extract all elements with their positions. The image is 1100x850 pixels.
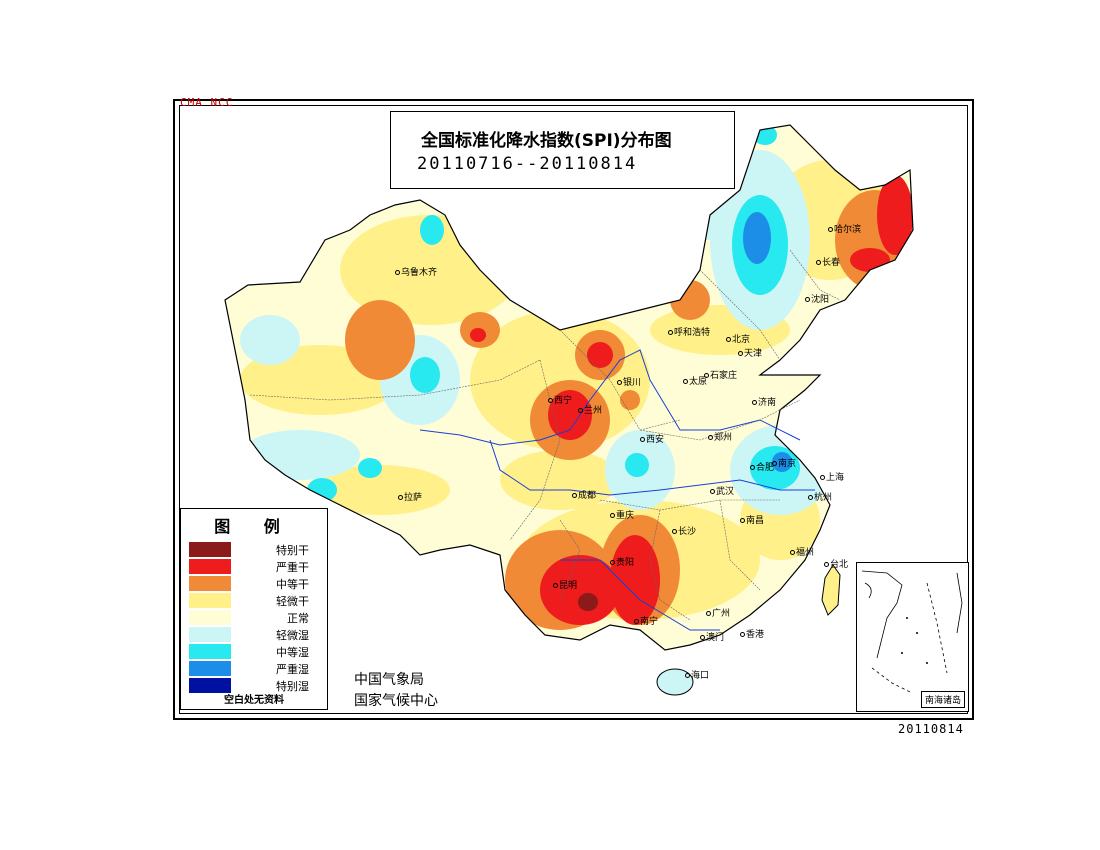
city-label: 天津 [738, 346, 762, 359]
city-label: 北京 [726, 332, 750, 345]
city-label: 呼和浩特 [668, 325, 710, 338]
city-label: 南京 [772, 456, 796, 469]
city-label: 济南 [752, 395, 776, 408]
province-borders [249, 249, 841, 621]
taiwan-island [821, 564, 841, 616]
city-label: 广州 [706, 606, 730, 619]
city-label: 武汉 [710, 484, 734, 497]
map-title: 全国标准化降水指数(SPI)分布图 [421, 131, 672, 151]
legend-swatch [189, 627, 231, 642]
inset-label: 南海诸岛 [920, 691, 965, 708]
legend-note: 空白处无资料 [224, 695, 284, 706]
city-label: 石家庄 [704, 368, 737, 381]
city-label: 西宁 [548, 393, 572, 406]
south-china-sea-inset: 南海诸岛 [856, 562, 969, 712]
legend-item-light-dry: 轻微干 [189, 592, 323, 609]
inset-map [861, 570, 963, 694]
legend-title: 图 例 [214, 517, 294, 536]
legend-label: 特别湿 [276, 680, 309, 693]
legend-swatch [189, 644, 231, 659]
legend-item-extreme-wet: 特别湿 [189, 677, 323, 694]
city-label: 郑州 [708, 430, 732, 443]
legend-item-severe-dry: 严重干 [189, 558, 323, 575]
legend-item-severe-wet: 严重湿 [189, 660, 323, 677]
map-frame [173, 99, 974, 720]
legend-swatch [189, 576, 231, 591]
legend-label: 中等湿 [276, 646, 309, 659]
city-label: 重庆 [610, 508, 634, 521]
city-label: 成都 [572, 488, 596, 501]
city-label: 太原 [683, 374, 707, 387]
city-label: 香港 [740, 627, 764, 640]
legend-item-light-wet: 轻微湿 [189, 626, 323, 643]
city-label: 海口 [685, 668, 709, 681]
title-box: 全国标准化降水指数(SPI)分布图 20110716--20110814 [390, 111, 735, 189]
legend-item-moderate-wet: 中等湿 [189, 643, 323, 660]
city-label: 沈阳 [805, 292, 829, 305]
city-label: 乌鲁木齐 [395, 265, 437, 278]
date-stamp: 20110814 [898, 722, 964, 736]
china-border [224, 124, 914, 651]
legend-item-moderate-dry: 中等干 [189, 575, 323, 592]
city-label: 西安 [640, 432, 664, 445]
map-date-range: 20110716--20110814 [417, 154, 638, 174]
legend-label: 严重湿 [276, 663, 309, 676]
city-label: 杭州 [808, 490, 832, 503]
city-label: 南宁 [634, 614, 658, 627]
city-label: 拉萨 [398, 490, 422, 503]
city-label: 合肥 [750, 460, 774, 473]
legend-swatch [189, 542, 231, 557]
legend-label: 严重干 [276, 561, 309, 574]
legend-label: 正常 [287, 612, 309, 625]
rivers [419, 349, 815, 631]
legend-label: 特别干 [276, 544, 309, 557]
legend-item-extreme-dry: 特别干 [189, 541, 323, 558]
legend-label: 轻微湿 [276, 629, 309, 642]
city-label: 长春 [816, 255, 840, 268]
legend-swatch [189, 559, 231, 574]
city-label: 上海 [820, 470, 844, 483]
agency-name: 中国气象局 [354, 672, 424, 688]
city-label: 福州 [790, 545, 814, 558]
legend-label: 中等干 [276, 578, 309, 591]
hainan-island [656, 668, 694, 696]
legend-swatch [189, 610, 231, 625]
legend: 图 例 特别干 严重干 中等干 轻微干 正常 轻微湿 中等湿 严重湿 特别湿 空… [180, 508, 328, 710]
agency-block: 中国气象局 国家气候中心 [354, 670, 438, 712]
city-label: 贵阳 [610, 555, 634, 568]
city-label: 昆明 [553, 578, 577, 591]
center-name: 国家气候中心 [354, 693, 438, 709]
cma-watermark: CMA NCC [180, 96, 234, 109]
city-label: 长沙 [672, 524, 696, 537]
city-label: 台北 [824, 557, 848, 570]
legend-label: 轻微干 [276, 595, 309, 608]
city-label: 兰州 [578, 403, 602, 416]
city-label: 澳门 [700, 630, 724, 643]
legend-swatch [189, 593, 231, 608]
legend-swatch [189, 661, 231, 676]
legend-item-normal: 正常 [189, 609, 323, 626]
legend-swatch [189, 678, 231, 693]
city-label: 哈尔滨 [828, 222, 861, 235]
city-label: 南昌 [740, 513, 764, 526]
city-label: 银川 [617, 375, 641, 388]
